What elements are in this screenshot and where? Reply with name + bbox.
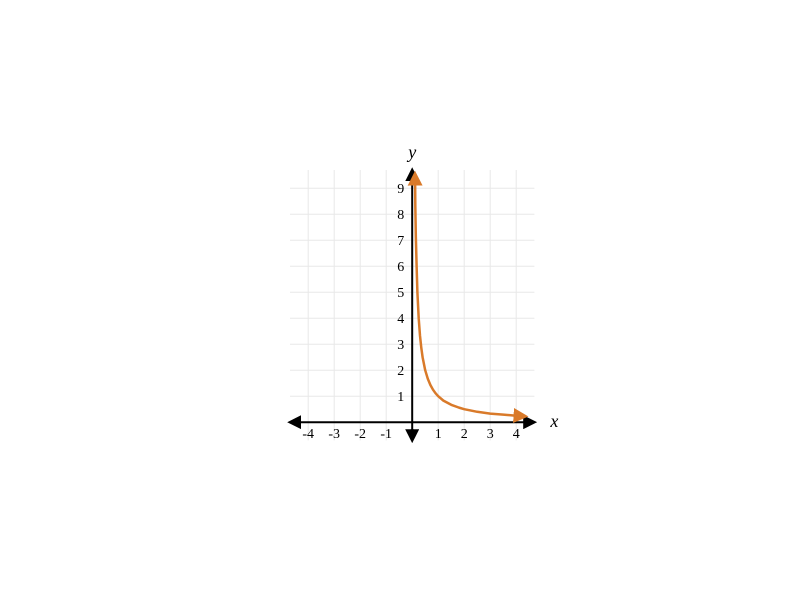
y-tick-label: 1 [397, 390, 404, 405]
y-tick-label: 2 [397, 364, 404, 379]
x-tick-label: -2 [354, 427, 366, 442]
x-tick-label: 2 [461, 427, 468, 442]
y-tick-label: 4 [397, 312, 404, 327]
x-tick-label: 4 [513, 427, 520, 442]
chart-svg: -4 -3 -2 -1 0 1 2 3 4 1 2 3 4 5 6 7 8 9 x y [260, 140, 564, 470]
y-tick-label: 8 [397, 208, 404, 223]
x-tick-label: 0 [409, 427, 416, 442]
x-axis-label: x [549, 411, 558, 431]
y-tick-label: 5 [397, 286, 404, 301]
y-tick-label: 3 [397, 338, 404, 353]
y-axis-label: y [406, 142, 416, 162]
y-tick-label: 9 [397, 182, 404, 197]
x-tick-label: -3 [328, 427, 340, 442]
x-tick-label: -1 [380, 427, 392, 442]
x-tick-label: 3 [487, 427, 494, 442]
y-tick-label: 7 [397, 234, 404, 249]
chart-container: -4 -3 -2 -1 0 1 2 3 4 1 2 3 4 5 6 7 8 9 x y [260, 140, 560, 460]
y-tick-label: 6 [397, 260, 404, 275]
x-tick-label: 1 [435, 427, 442, 442]
x-tick-label: -4 [302, 427, 314, 442]
